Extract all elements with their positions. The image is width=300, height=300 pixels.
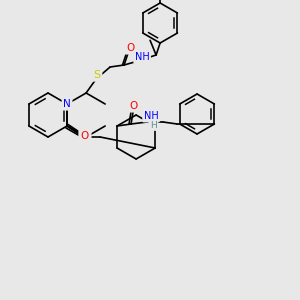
Text: O: O xyxy=(129,101,137,111)
Text: NH: NH xyxy=(135,52,149,62)
Text: O: O xyxy=(126,43,134,53)
Text: S: S xyxy=(94,70,101,80)
Text: N: N xyxy=(63,99,71,109)
Text: NH: NH xyxy=(144,111,158,121)
Text: O: O xyxy=(80,131,88,141)
Text: N: N xyxy=(82,132,90,142)
Text: H: H xyxy=(150,121,156,130)
